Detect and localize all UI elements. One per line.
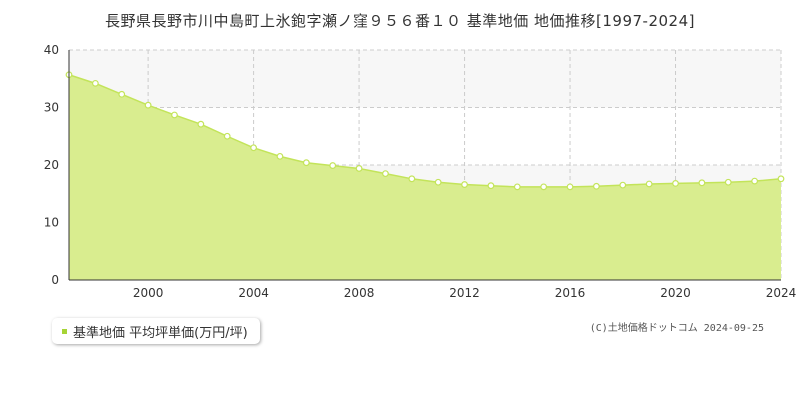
- data-point: [513, 183, 521, 191]
- data-point: [645, 180, 653, 188]
- series-area: [69, 74, 781, 280]
- x-tick-label: 2008: [344, 286, 375, 300]
- y-tick-label: 30: [44, 101, 59, 115]
- data-point: [487, 182, 495, 190]
- data-point: [408, 175, 416, 183]
- x-tick-label: 2000: [133, 286, 164, 300]
- y-tick-label: 40: [44, 43, 59, 57]
- data-point: [355, 165, 363, 172]
- x-tick-label: 2004: [238, 286, 269, 300]
- legend-label: 基準地価 平均坪単価(万円/坪): [73, 325, 248, 341]
- data-point: [619, 181, 627, 189]
- data-point: [566, 183, 574, 191]
- data-point: [91, 79, 99, 87]
- y-tick-label: 0: [51, 273, 59, 287]
- data-point: [724, 178, 732, 186]
- data-point: [382, 170, 389, 178]
- data-point: [197, 120, 205, 128]
- data-point: [540, 183, 548, 191]
- data-point: [144, 101, 152, 109]
- data-point: [171, 111, 178, 119]
- y-tick-label: 20: [44, 158, 59, 172]
- x-tick-label: 2012: [449, 286, 480, 300]
- x-tick-label: 2024: [766, 286, 797, 300]
- data-point: [223, 132, 231, 140]
- chart-axes: [68, 50, 781, 281]
- data-point: [593, 182, 600, 190]
- chart-canvas: 0 10 20 30 40 2000 2004 2008 2012 2016 2020 2024: [44, 43, 797, 300]
- data-point: [302, 159, 310, 167]
- legend-marker-icon: [62, 328, 67, 334]
- data-point: [777, 175, 785, 183]
- data-point: [329, 162, 337, 169]
- x-tick-label: 2020: [660, 286, 691, 300]
- series-line: [68, 74, 782, 188]
- data-point: [751, 177, 759, 185]
- data-point: [672, 179, 679, 187]
- y-axis-ticks: 0 10 20 30 40: [44, 43, 59, 287]
- credit-text: (C)土地価格ドットコム 2024-09-25: [589, 323, 764, 334]
- legend[interactable]: 基準地価 平均坪単価(万円/坪): [52, 318, 260, 344]
- chart-title: 長野県長野市川中島町上氷鉋字瀬ノ窪９５６番１０ 基準地価 地価推移[1997-2…: [104, 12, 695, 30]
- data-point: [698, 179, 706, 187]
- background-band: [69, 50, 781, 108]
- series-markers: [65, 71, 785, 191]
- data-point: [461, 181, 468, 188]
- y-tick-label: 10: [44, 216, 59, 230]
- x-tick-label: 2016: [555, 286, 586, 300]
- data-point: [434, 178, 442, 186]
- x-axis-ticks: 2000 2004 2008 2012 2016 2020 2024: [133, 286, 796, 300]
- data-point: [118, 90, 126, 98]
- data-point: [276, 152, 284, 160]
- data-point: [250, 144, 257, 152]
